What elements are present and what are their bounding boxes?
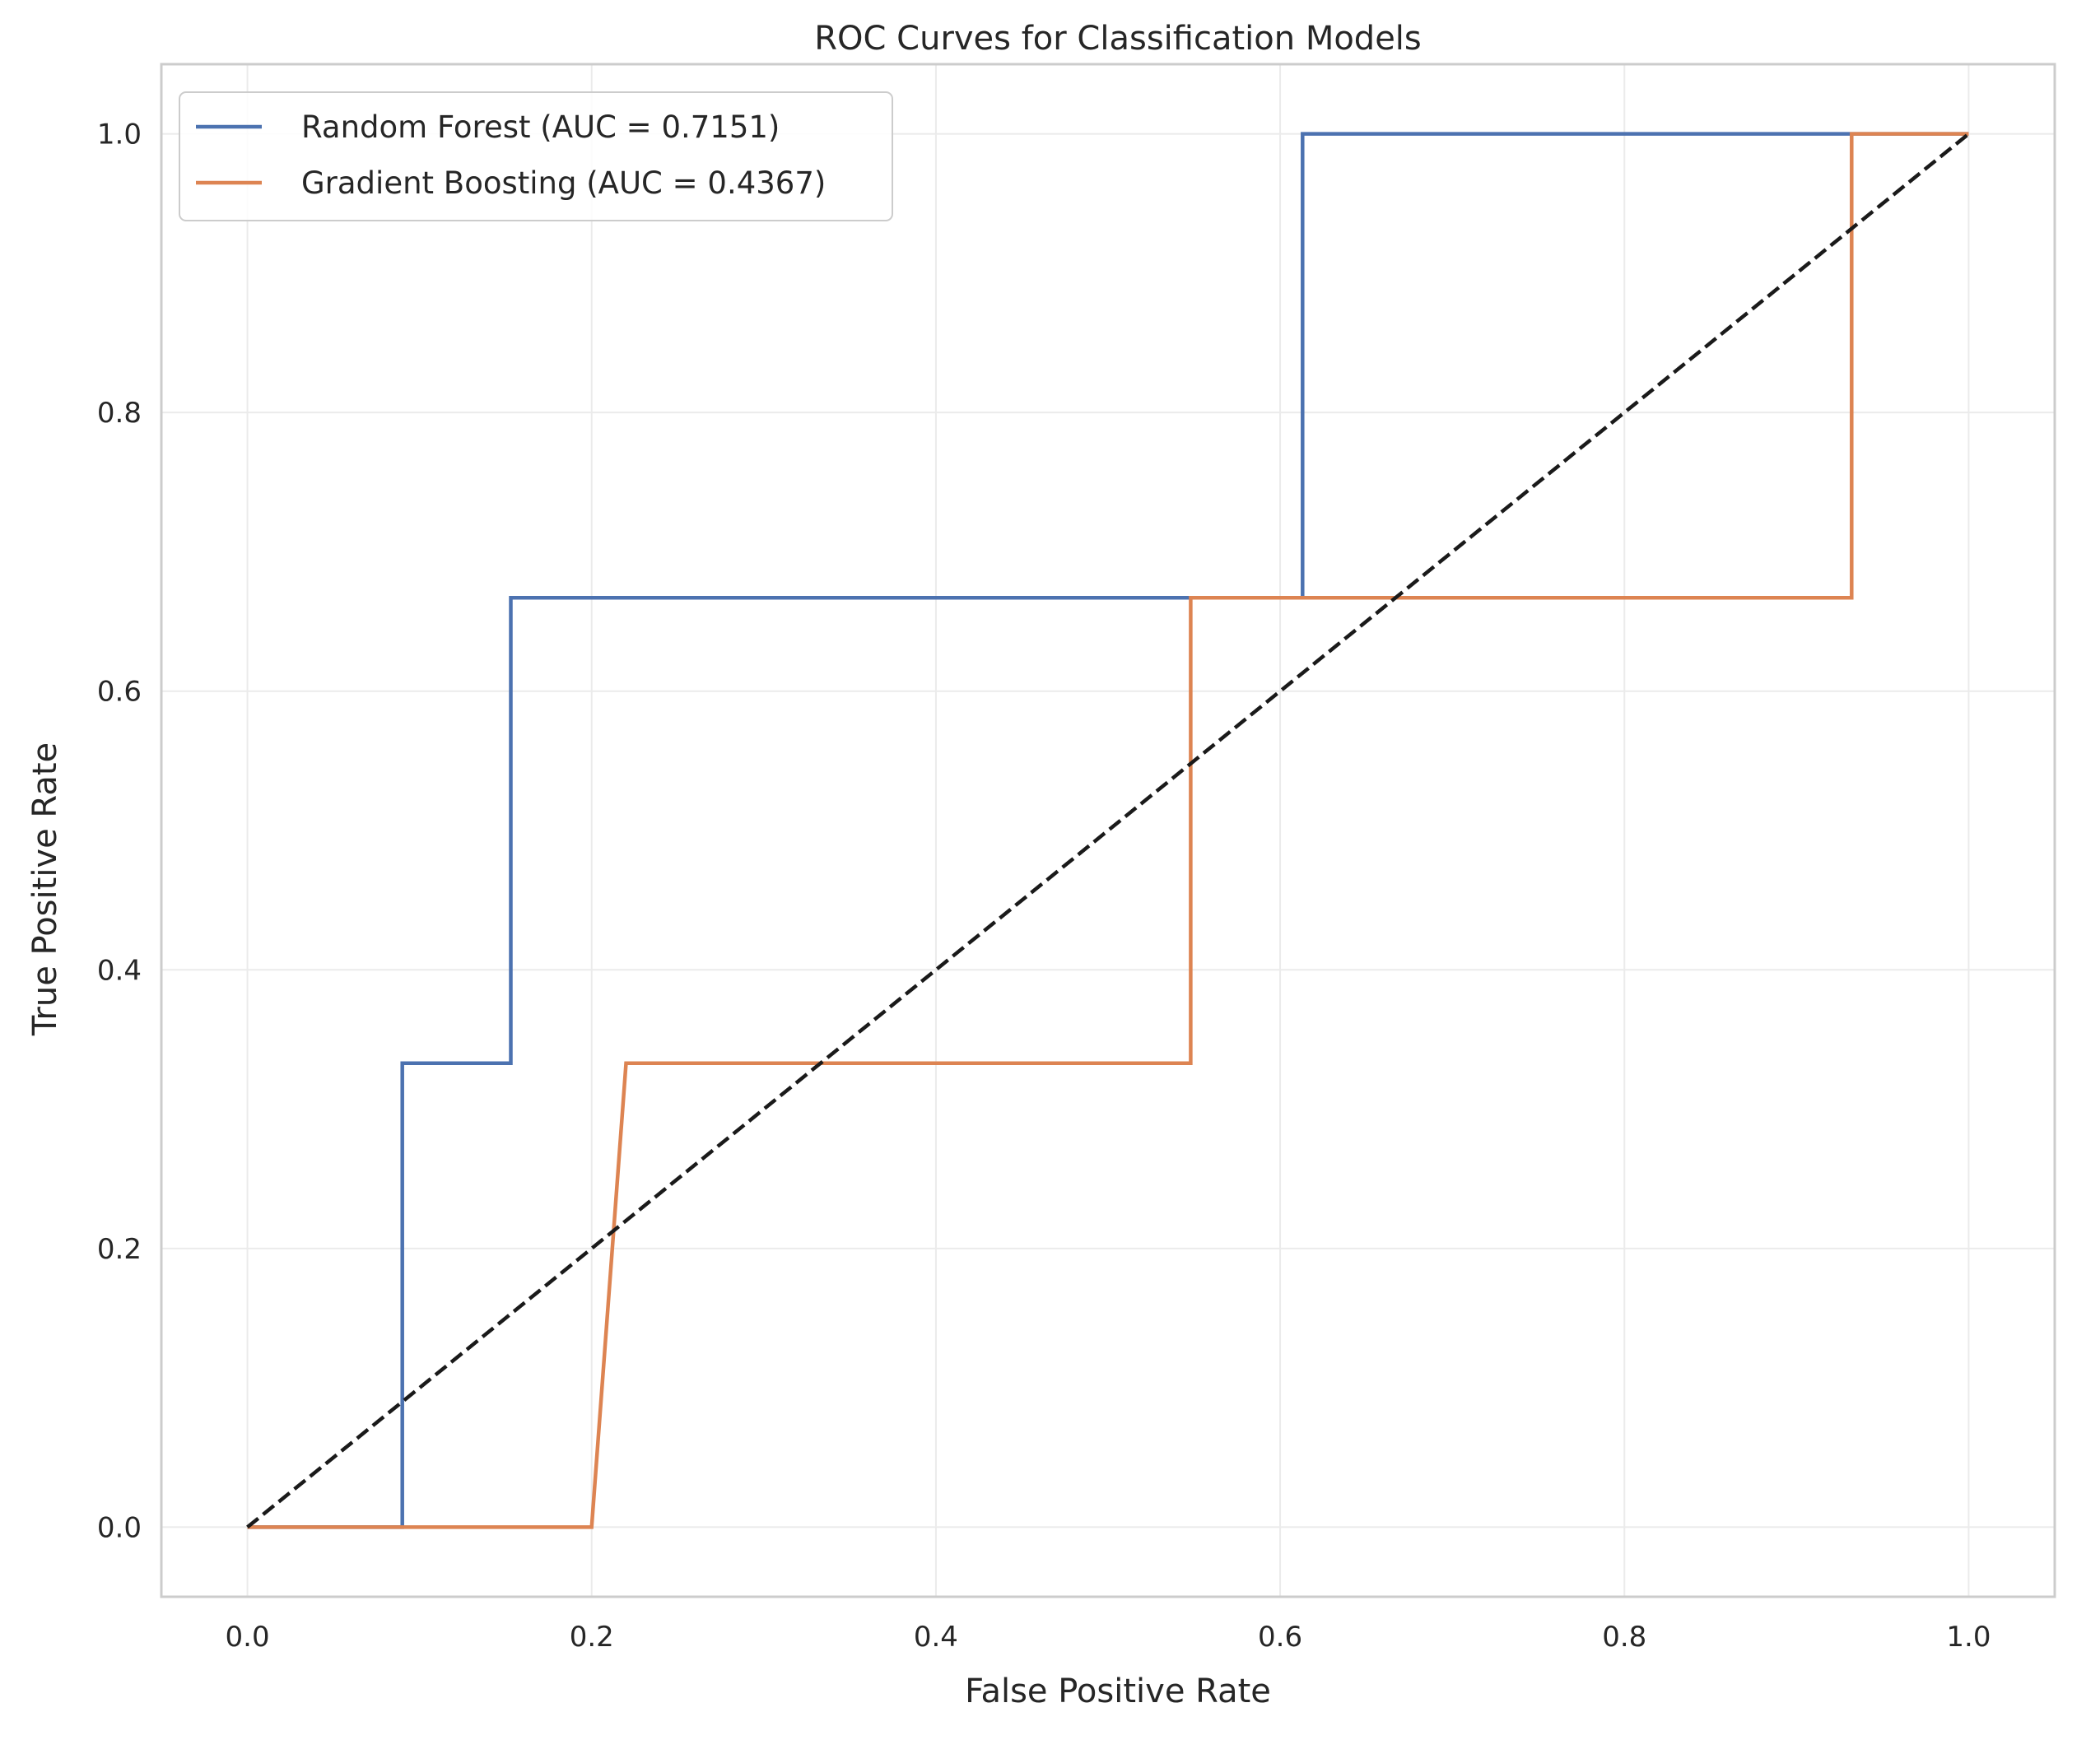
plot-area [246, 132, 1970, 1529]
series-line-1 [247, 132, 1969, 1529]
x-axis-label: False Positive Rate [965, 1673, 1271, 1710]
y-tick-label: 0.0 [97, 1511, 142, 1544]
x-tick-label: 0.4 [914, 1621, 958, 1654]
x-tick-label: 1.0 [1946, 1621, 1991, 1654]
tick-labels: 0.0 0.2 0.4 0.6 0.8 1.0 0.0 0.2 0.4 0.6 0.8 1.0 [97, 119, 1991, 1654]
x-tick-label: 0.0 [226, 1621, 270, 1654]
y-tick-label: 0.4 [97, 954, 142, 987]
legend-entry-label: Gradient Boosting (AUC = 0.4367) [301, 165, 826, 201]
axes-frame [160, 63, 2056, 1598]
y-tick-label: 0.6 [97, 676, 142, 709]
x-tick-label: 0.2 [570, 1621, 614, 1654]
series-line-0 [247, 132, 1969, 1529]
y-axis-label: True Positive Rate [26, 742, 64, 1036]
chart-title: ROC Curves for Classification Models [814, 20, 1422, 58]
legend-box [179, 91, 893, 221]
legend-entry-label: Random Forest (AUC = 0.7151) [301, 109, 780, 145]
y-tick-label: 1.0 [97, 119, 142, 151]
x-tick-label: 0.8 [1602, 1621, 1646, 1654]
chance-diagonal-line [246, 132, 1970, 1529]
y-tick-label: 0.8 [97, 397, 142, 430]
legend: Random Forest (AUC = 0.7151) Gradient Boo… [179, 91, 893, 221]
y-tick-label: 0.2 [97, 1233, 142, 1266]
x-tick-label: 0.6 [1258, 1621, 1302, 1654]
